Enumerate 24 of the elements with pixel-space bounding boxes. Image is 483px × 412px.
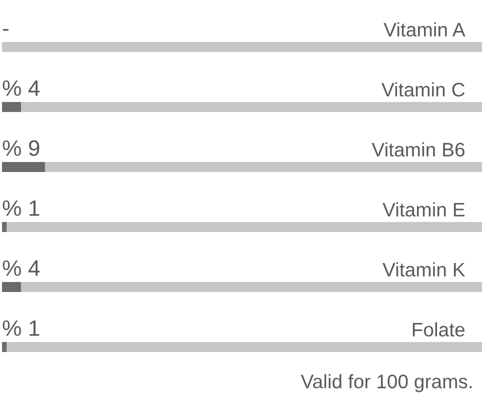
text: - [2,29,8,31]
bar [45,162,482,172]
y-tick-label: Vitamin C [381,82,465,97]
bar [2,222,7,232]
bar [2,42,482,52]
y-tick-label: Folate [412,322,464,337]
bar [21,282,482,292]
data-label: % 4 [2,80,40,96]
text: Valid for 100 grams. [300,374,472,392]
y-tick-label: Vitamin A [384,22,466,37]
data-label: % 1 [2,200,40,216]
bar [2,342,7,352]
bar [6,222,482,232]
y-tick-label: Vitamin E [382,202,464,217]
data-label: % 9 [2,140,40,156]
bar [2,282,22,292]
bar [6,342,482,352]
bar [2,102,22,112]
y-tick-label: Vitamin B6 [372,142,464,157]
bar [21,102,482,112]
bar [2,162,46,172]
data-label: % 1 [2,320,40,336]
y-tick-label: Vitamin K [382,262,466,277]
data-label: % 4 [2,260,40,276]
